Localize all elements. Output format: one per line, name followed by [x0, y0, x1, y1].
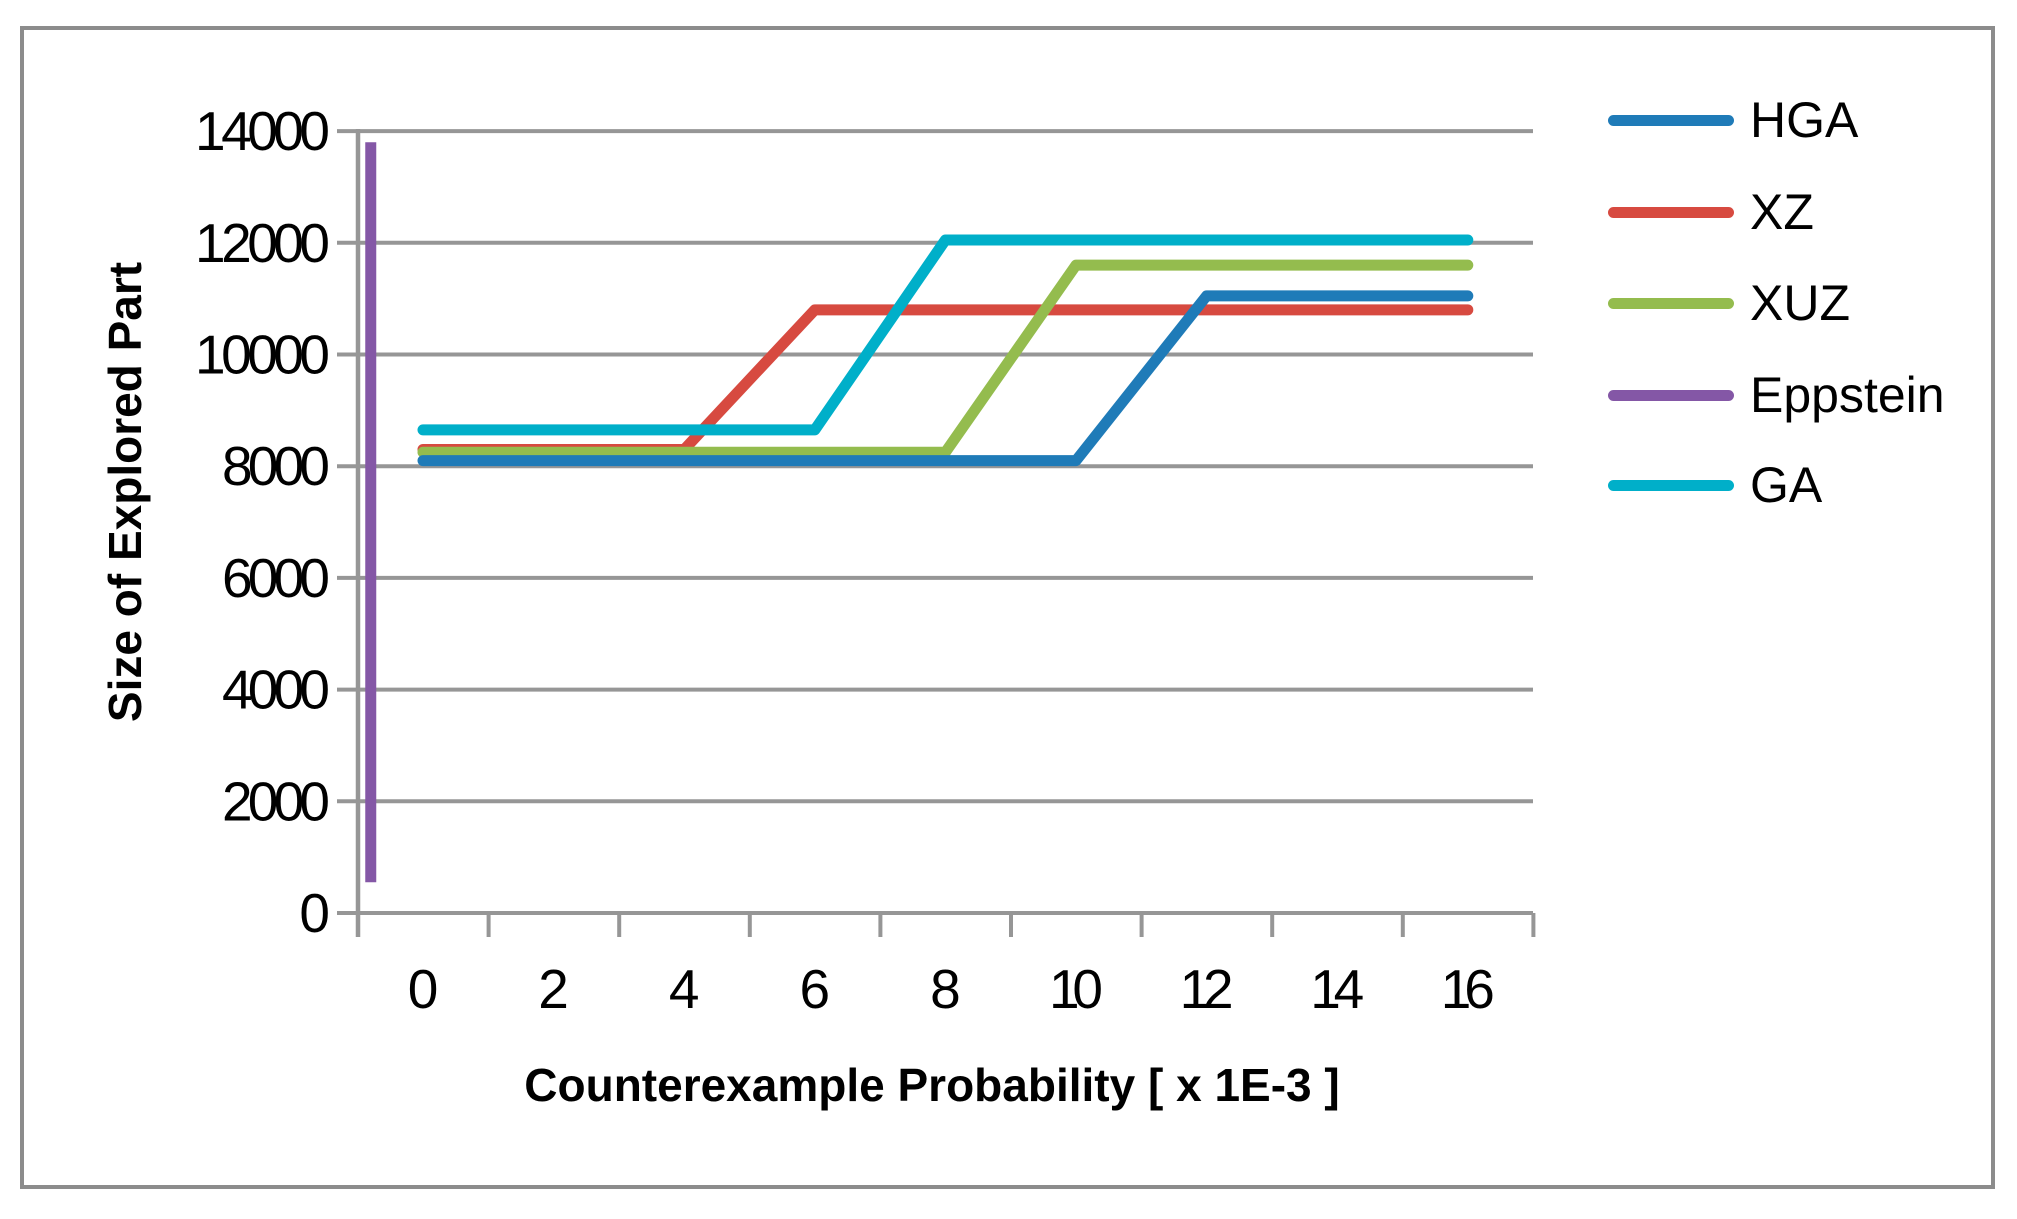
- legend-item-xuz: XUZ: [1608, 273, 1850, 333]
- legend-swatch-xz: [1608, 206, 1734, 218]
- y-tick-labels: 0 2000 4000 6000 8000 10000 12000 14000: [195, 100, 330, 944]
- x-tick-label-4: 4: [669, 958, 700, 1020]
- series-lines: [365, 142, 1474, 883]
- legend-swatch-ga: [1608, 479, 1734, 491]
- legend-label-hga: HGA: [1750, 92, 1859, 148]
- x-tick-labels: 0 2 4 6 8 10 12 14 16: [408, 958, 1495, 1020]
- y-tick-label-4000: 4000: [222, 659, 330, 721]
- legend-item-hga: HGA: [1608, 90, 1858, 150]
- y-axis-title: Size of Explored Part: [99, 261, 151, 723]
- y-tick-label-14000: 14000: [195, 100, 330, 162]
- x-axis-title: Counterexample Probability [ x 1E-3 ]: [524, 1059, 1340, 1111]
- series-line-xuz: [417, 259, 1474, 458]
- legend-swatch-eppstein: [1608, 389, 1734, 401]
- legend-label-ga: GA: [1750, 457, 1823, 513]
- legend-swatch-hga: [1608, 114, 1734, 126]
- figure-border: [20, 26, 1995, 1189]
- y-tick-label-2000: 2000: [222, 770, 330, 832]
- series-line-hga: [417, 290, 1474, 467]
- legend-label-xuz: XUZ: [1750, 275, 1850, 331]
- legend-label-eppstein: Eppstein: [1750, 367, 1945, 423]
- y-tick-label-6000: 6000: [222, 547, 330, 609]
- y-tick-label-10000: 10000: [195, 324, 330, 386]
- legend-item-ga: GA: [1608, 455, 1822, 515]
- axes: [355, 129, 1536, 937]
- x-tick-label-10: 10: [1049, 958, 1103, 1020]
- legend-swatch-xuz: [1608, 297, 1734, 309]
- x-tick-label-2: 2: [538, 958, 569, 1020]
- x-tick-label-8: 8: [930, 958, 961, 1020]
- series-line-ga: [417, 234, 1474, 436]
- y-tick-label-12000: 12000: [195, 212, 330, 274]
- x-tick-label-0: 0: [408, 958, 439, 1020]
- legend-label-xz: XZ: [1750, 184, 1814, 240]
- gridlines: [337, 129, 1533, 915]
- y-tick-label-0: 0: [299, 882, 330, 944]
- legend-item-eppstein: Eppstein: [1608, 365, 1945, 425]
- y-tick-label-8000: 8000: [222, 435, 330, 497]
- legend-item-xz: XZ: [1608, 182, 1814, 242]
- x-tick-label-16: 16: [1441, 958, 1495, 1020]
- x-tick-label-12: 12: [1180, 958, 1234, 1020]
- x-tick-label-14: 14: [1310, 958, 1364, 1020]
- x-tick-label-6: 6: [800, 958, 831, 1020]
